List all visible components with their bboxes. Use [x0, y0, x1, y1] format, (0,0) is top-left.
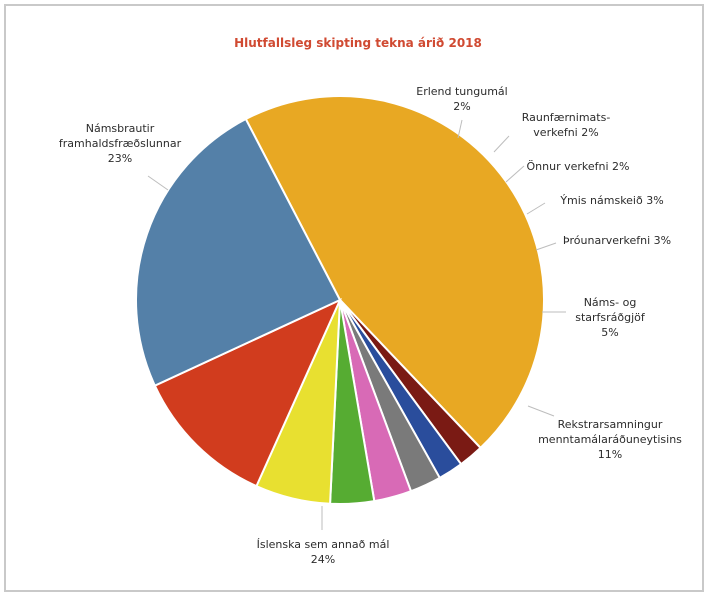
pie-slices	[135, 95, 546, 505]
slice-label-3: Önnur verkefni 2%	[527, 160, 630, 173]
slice-label-6: Náms- og starfsráðgjöf 5%	[575, 296, 646, 339]
slice-label-5: Þróunarverkefni 3%	[563, 234, 671, 247]
slice-label-8: Íslenska sem annað mál 24%	[257, 538, 390, 566]
leader-line-4	[526, 202, 546, 215]
leader-lines	[147, 119, 566, 530]
slice-label-1: Erlend tungumál 2%	[416, 85, 507, 113]
leader-line-0	[147, 175, 169, 191]
leader-line-3	[505, 165, 525, 183]
slice-labels: Námsbrautir framhaldsfræðslunnar 23% Erlend…	[59, 85, 682, 566]
slice-label-7: Rekstrarsamningur menntamálaráðuneytisins…	[538, 418, 682, 461]
leader-line-5	[535, 242, 557, 251]
pie-slice-8	[135, 117, 342, 387]
chart-title: Hlutfallsleg skipting tekna árið 2018	[234, 36, 482, 50]
slice-label-0: Námsbrautir framhaldsfræðslunnar 23%	[59, 122, 182, 165]
leader-line-7	[527, 405, 555, 417]
leader-line-2	[493, 135, 510, 153]
slice-label-2: Raunfærnimats-verkefni 2%	[522, 111, 611, 139]
pie-slice-7	[153, 297, 343, 488]
slice-label-4: Ýmis námskeið 3%	[559, 194, 663, 207]
leader-line-1	[457, 119, 463, 139]
